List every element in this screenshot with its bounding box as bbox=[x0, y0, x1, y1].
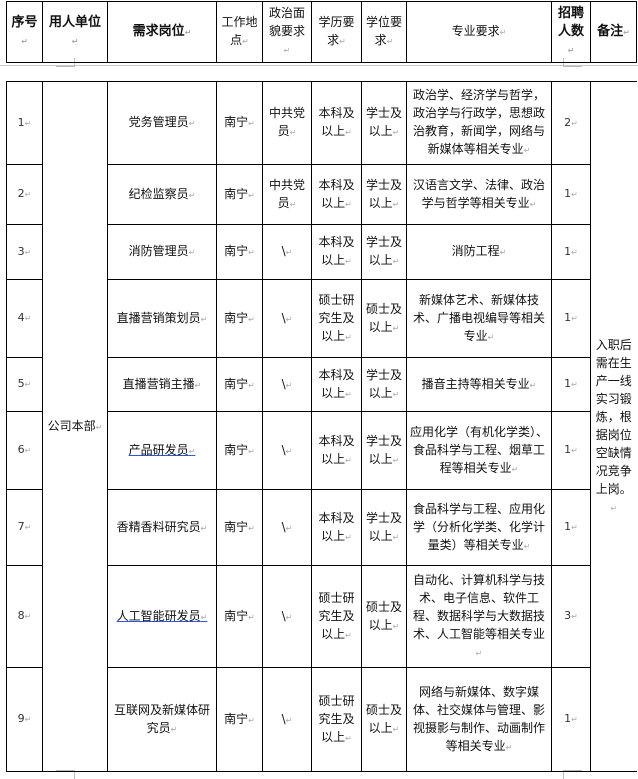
count-cell: 1 bbox=[551, 164, 591, 225]
degree-cell: 学士及以上 bbox=[361, 357, 407, 412]
count-cell: 1 bbox=[551, 224, 591, 280]
political-cell: \ bbox=[262, 279, 312, 358]
location-cell: 南宁 bbox=[216, 489, 263, 566]
education-cell: 本科及以上 bbox=[311, 489, 362, 566]
location-cell: 南宁 bbox=[216, 224, 263, 280]
location-cell: 南宁 bbox=[216, 279, 263, 358]
header-row: 序号 用人单位 需求岗位 工作地点 政治面貌要求 学历要求 学位要求 专业要求 … bbox=[6, 1, 637, 63]
degree-cell: 硕士及以上 bbox=[361, 279, 407, 358]
education-cell: 本科及以上 bbox=[311, 164, 362, 225]
table-row: 5 直播营销主播南宁\本科及以上学士及以上播音主持等相关专业1 bbox=[6, 357, 637, 412]
seq-cell: 5 bbox=[6, 357, 43, 412]
seq-cell: 3 bbox=[6, 224, 43, 280]
table-row: 1公司本部党务管理员南宁中共党员本科及以上学士及以上政治学、经济学与哲学，政治学… bbox=[6, 81, 637, 772]
seq-cell: 7 bbox=[6, 489, 43, 566]
political-cell: \ bbox=[262, 667, 312, 772]
page-corner-mark bbox=[563, 58, 582, 67]
header-major: 专业要求 bbox=[406, 1, 552, 63]
location-cell: 南宁 bbox=[216, 81, 263, 165]
political-cell: \ bbox=[262, 489, 312, 566]
position-cell: 直播营销主播 bbox=[107, 357, 217, 412]
education-cell: 硕士研究生及以上 bbox=[311, 565, 362, 668]
political-cell: 中共党员 bbox=[262, 81, 312, 165]
seq-cell: 8 bbox=[6, 565, 43, 668]
position-cell: 党务管理员 bbox=[107, 81, 217, 165]
major-cell: 消防工程 bbox=[406, 224, 552, 280]
major-cell: 网络与新媒体、数字媒体、社交媒体与管理、影视摄影与制作、动画制作等相关专业 bbox=[406, 667, 552, 772]
major-cell: 食品科学与工程、应用化学（分析化学类、化学计量类）等相关专业 bbox=[406, 489, 552, 566]
position-cell: 人工智能研发员 bbox=[107, 565, 217, 668]
table-row: 8 人工智能研发员南宁\硕士研究生及以上硕士及以上自动化、计算机科学与技术、电子信… bbox=[6, 565, 637, 668]
location-cell: 南宁 bbox=[216, 667, 263, 772]
position-cell: 直播营销策划员 bbox=[107, 279, 217, 358]
political-cell: 中共党员 bbox=[262, 164, 312, 225]
degree-cell: 硕士及以上 bbox=[361, 667, 407, 772]
table-row: 6 产品研发员南宁\本科及以上学士及以上应用化学（有机化学类）、食品科学与工程、烟… bbox=[6, 411, 637, 490]
count-cell: 1 bbox=[551, 357, 591, 412]
header-seq: 序号 bbox=[6, 1, 43, 63]
header-count: 招聘人数 bbox=[551, 1, 591, 63]
degree-cell: 硕士及以上 bbox=[361, 565, 407, 668]
degree-cell: 学士及以上 bbox=[361, 81, 407, 165]
seq-cell: 1 bbox=[6, 81, 43, 165]
seq-cell: 6 bbox=[6, 411, 43, 490]
position-cell: 纪检监察员 bbox=[107, 164, 217, 225]
seq-cell: 2 bbox=[6, 164, 43, 225]
degree-cell: 学士及以上 bbox=[361, 411, 407, 490]
education-cell: 本科及以上 bbox=[311, 224, 362, 280]
degree-cell: 学士及以上 bbox=[361, 164, 407, 225]
page-corner-mark bbox=[56, 58, 75, 67]
education-cell: 本科及以上 bbox=[311, 357, 362, 412]
position-cell: 互联网及新媒体研究员 bbox=[107, 667, 217, 772]
position-cell: 产品研发员 bbox=[107, 411, 217, 490]
seq-cell: 9 bbox=[6, 667, 43, 772]
count-cell: 3 bbox=[551, 565, 591, 668]
location-cell: 南宁 bbox=[216, 357, 263, 412]
header-unit: 用人单位 bbox=[42, 1, 108, 63]
location-cell: 南宁 bbox=[216, 164, 263, 225]
count-cell: 1 bbox=[551, 279, 591, 358]
location-cell: 南宁 bbox=[216, 411, 263, 490]
header-political: 政治面貌要求 bbox=[262, 1, 312, 63]
count-cell: 2 bbox=[551, 81, 591, 165]
table-row: 2 纪检监察员南宁中共党员本科及以上学士及以上汉语言文学、法律、政治学与哲学等相关… bbox=[6, 164, 637, 225]
remark-cell: 入职后需在生产一线实习锻炼，根据岗位空缺情况竞争上岗。 bbox=[590, 81, 637, 772]
header-remark: 备注 bbox=[590, 1, 637, 63]
position-cell: 香精香料研究员 bbox=[107, 489, 217, 566]
job-table: 1公司本部党务管理员南宁中共党员本科及以上学士及以上政治学、经济学与哲学，政治学… bbox=[6, 81, 637, 772]
political-cell: \ bbox=[262, 224, 312, 280]
count-cell: 1 bbox=[551, 489, 591, 566]
major-cell: 播音主持等相关专业 bbox=[406, 357, 552, 412]
education-cell: 本科及以上 bbox=[311, 81, 362, 165]
seq-cell: 4 bbox=[6, 279, 43, 358]
political-cell: \ bbox=[262, 411, 312, 490]
major-cell: 政治学、经济学与哲学，政治学与行政学，思想政治教育，新闻学，网络与新媒体等相关专… bbox=[406, 81, 552, 165]
degree-cell: 学士及以上 bbox=[361, 489, 407, 566]
education-cell: 本科及以上 bbox=[311, 411, 362, 490]
page-break-line bbox=[0, 65, 638, 66]
major-cell: 新媒体艺术、新媒体技术、广播电视编导等相关专业 bbox=[406, 279, 552, 358]
major-cell: 自动化、计算机科学与技术、电子信息、软件工程、数据科学与大数据技术、人工智能等相… bbox=[406, 565, 552, 668]
table-row: 4 直播营销策划员南宁\硕士研究生及以上硕士及以上新媒体艺术、新媒体技术、广播电视… bbox=[6, 279, 637, 358]
education-cell: 硕士研究生及以上 bbox=[311, 279, 362, 358]
major-cell: 应用化学（有机化学类）、食品科学与工程、烟草工程等相关专业 bbox=[406, 411, 552, 490]
political-cell: \ bbox=[262, 357, 312, 412]
degree-cell: 学士及以上 bbox=[361, 224, 407, 280]
education-cell: 硕士研究生及以上 bbox=[311, 667, 362, 772]
location-cell: 南宁 bbox=[216, 565, 263, 668]
table-row: 9 互联网及新媒体研究员南宁\硕士研究生及以上硕士及以上网络与新媒体、数字媒体、社… bbox=[6, 667, 637, 772]
major-cell: 汉语言文学、法律、政治学与哲学等相关专业 bbox=[406, 164, 552, 225]
political-cell: \ bbox=[262, 565, 312, 668]
position-cell: 消防管理员 bbox=[107, 224, 217, 280]
header-education: 学历要求 bbox=[311, 1, 362, 63]
count-cell: 1 bbox=[551, 411, 591, 490]
header-degree: 学位要求 bbox=[361, 1, 407, 63]
header-position: 需求岗位 bbox=[107, 1, 217, 63]
count-cell: 1 bbox=[551, 667, 591, 772]
table-header: 序号 用人单位 需求岗位 工作地点 政治面貌要求 学历要求 学位要求 专业要求 … bbox=[6, 1, 637, 63]
unit-cell: 公司本部 bbox=[42, 81, 108, 772]
header-location: 工作地点 bbox=[216, 1, 263, 63]
